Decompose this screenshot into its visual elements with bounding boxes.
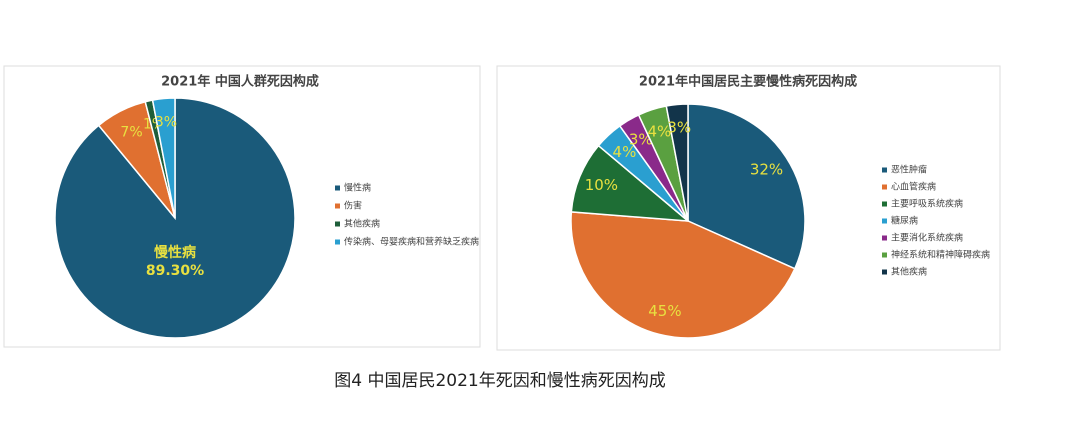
legend-swatch <box>882 218 887 224</box>
pie-slice <box>151 97 176 219</box>
pie-slice <box>687 103 806 270</box>
legend-label: 其他疾病 <box>891 266 927 278</box>
legend-swatch <box>882 201 887 207</box>
chart-title: 2021年中国居民主要慢性病死因构成 <box>639 74 857 90</box>
slice-value-label: 89.30% <box>146 263 204 279</box>
pie-slice <box>665 103 689 222</box>
slice-category-label: 慢性病 <box>154 244 196 261</box>
legend-label: 其他疾病 <box>344 218 380 230</box>
slice-value-label: 4% <box>647 122 671 140</box>
legend-label: 主要呼吸系统疾病 <box>891 198 963 210</box>
legend-swatch <box>882 269 887 275</box>
legend-swatch <box>335 185 340 191</box>
legend-label: 糖尿病 <box>891 215 918 227</box>
legend-label: 恶性肿瘤 <box>891 164 927 176</box>
legend-label: 伤害 <box>344 200 362 212</box>
slice-value-label: 3% <box>667 118 691 136</box>
slice-value-label: 4% <box>613 143 637 161</box>
legend-swatch <box>335 203 340 209</box>
legend-label: 主要消化系统疾病 <box>891 232 963 244</box>
legend-label: 传染病、母婴疾病和营养缺乏疾病 <box>344 236 479 248</box>
legend-label: 心血管疾病 <box>891 181 936 193</box>
slice-value-label: 10% <box>585 176 618 194</box>
legend-label: 神经系统和精神障碍疾病 <box>891 249 990 261</box>
pie-slice <box>570 211 796 339</box>
legend-swatch <box>882 235 887 241</box>
chart-title: 2021年 中国人群死因构成 <box>161 74 319 90</box>
pie-slice <box>570 144 691 222</box>
legend-swatch <box>335 239 340 245</box>
legend-swatch <box>882 252 887 258</box>
slice-value-label: 32% <box>750 161 783 179</box>
slice-value-label: 3% <box>629 131 653 149</box>
legend-label: 慢性病 <box>344 182 371 194</box>
slice-value-label: 45% <box>648 302 681 320</box>
legend-swatch <box>882 167 887 173</box>
caption: 图4 中国居民2021年死因和慢性病死因构成 <box>334 370 665 391</box>
slice-value-label: 3% <box>155 114 177 130</box>
slice-value-label: 7% <box>120 124 142 140</box>
legend-swatch <box>335 221 340 227</box>
legend-swatch <box>882 184 887 190</box>
